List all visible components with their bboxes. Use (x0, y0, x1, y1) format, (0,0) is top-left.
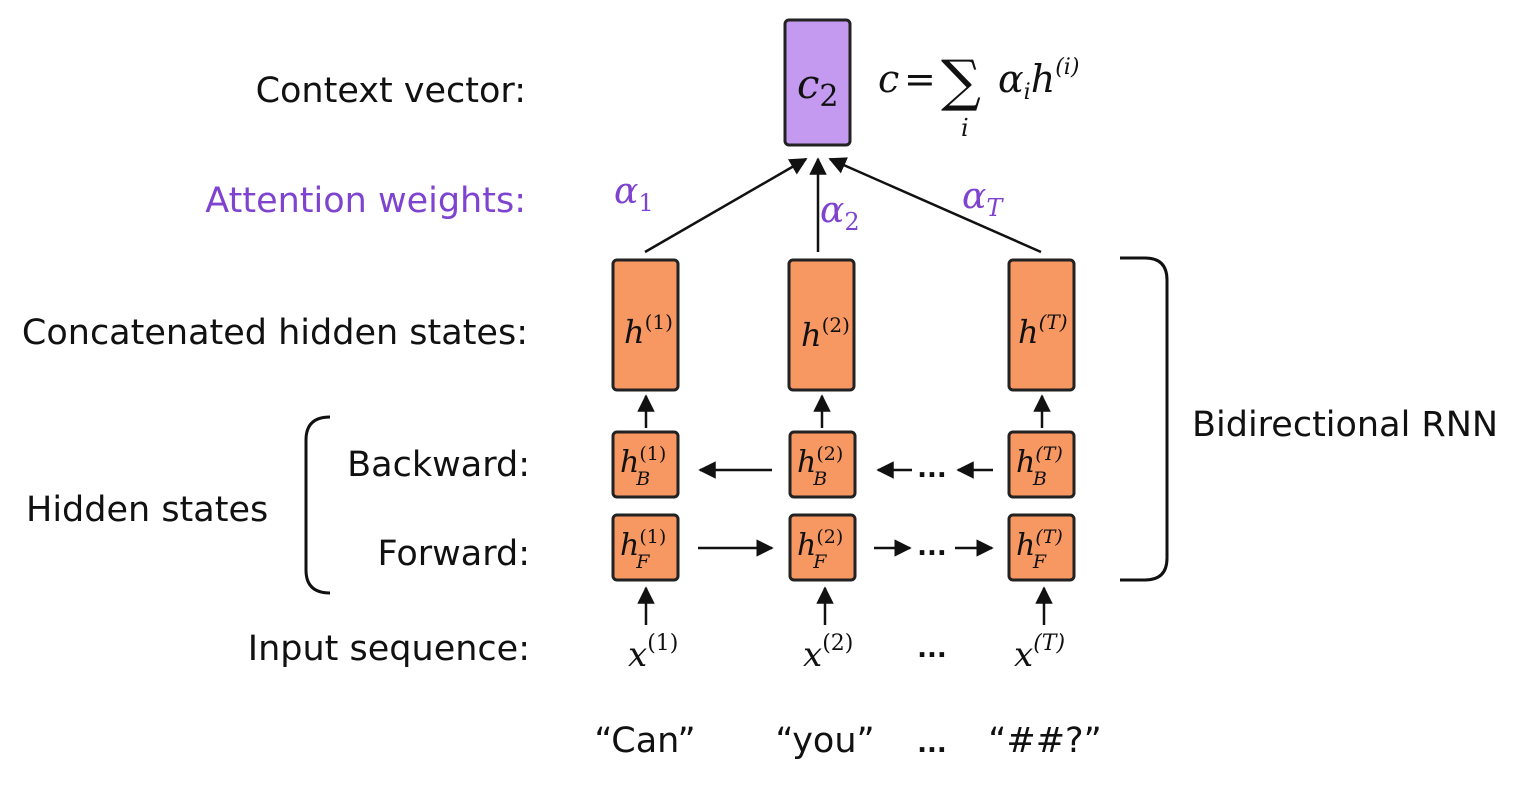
input-word-t: “##?” (988, 721, 1102, 761)
concat-hidden-box-2 (787, 258, 856, 392)
attention-arrow-t (828, 157, 1042, 254)
backward-hidden-label-1: h(1) B (620, 443, 666, 490)
forward-hidden-label-1: h(1) F (620, 526, 666, 573)
input-ellipsis: ... (917, 634, 947, 664)
backward-hidden-box-1 (611, 430, 680, 499)
input-label-1: x(1) (628, 631, 678, 675)
alpha-1-label: α1 (614, 171, 654, 217)
alpha-t-label: αT (962, 176, 1004, 222)
context-formula: c = ∑ i αih(i) (878, 49, 1079, 142)
label-input-sequence: Input sequence: (248, 629, 530, 669)
backward-hidden-box-2 (788, 430, 857, 499)
attention-arrow-1 (644, 157, 808, 254)
backward-hidden-label-2: h(2) B (797, 443, 843, 490)
svg-text:i: i (961, 114, 969, 142)
forward-hidden-box-1 (611, 513, 680, 582)
concat-hidden-label-1: h(1) (624, 310, 673, 351)
context-vector-box (783, 18, 852, 147)
svg-text:∑: ∑ (941, 49, 981, 114)
label-attention-weights: Attention weights: (205, 181, 526, 221)
concat-hidden-box-t (1007, 258, 1076, 392)
input-label-t: x(T) (1014, 631, 1065, 675)
svg-text:=: = (904, 57, 936, 101)
backward-ellipsis: ... (917, 454, 947, 484)
forward-ellipsis: ... (917, 532, 947, 562)
forward-hidden-label-t: h(T) F (1016, 526, 1063, 573)
svg-text:c: c (878, 57, 899, 101)
label-forward: Forward: (377, 534, 530, 574)
svg-text:αih(i): αih(i) (998, 55, 1079, 105)
label-backward: Backward: (347, 445, 530, 485)
forward-hidden-box-2 (788, 513, 857, 582)
input-label-2: x(2) (803, 631, 853, 675)
label-hidden-states: Hidden states (26, 490, 268, 530)
label-concatenated-hidden-states: Concatenated hidden states: (22, 313, 528, 353)
word-ellipsis: ... (917, 729, 947, 759)
bidirectional-rnn-bracket (1120, 256, 1169, 582)
input-word-1: “Can” (594, 721, 695, 761)
forward-hidden-box-t (1007, 513, 1076, 582)
alpha-2-label: α2 (820, 190, 860, 236)
backward-hidden-label-t: h(T) B (1016, 443, 1063, 490)
forward-hidden-label-2: h(2) F (797, 526, 843, 573)
input-word-2: “you” (775, 721, 874, 761)
label-bidirectional-rnn: Bidirectional RNN (1192, 405, 1498, 445)
backward-hidden-box-t (1007, 430, 1076, 499)
context-vector-symbol: c2 (797, 62, 839, 114)
hidden-states-bracket (304, 415, 331, 595)
concat-hidden-label-2: h(2) (801, 313, 850, 354)
concat-hidden-box-1 (611, 258, 680, 392)
label-context-vector: Context vector: (256, 71, 526, 111)
concat-hidden-label-t: h(T) (1018, 310, 1068, 351)
